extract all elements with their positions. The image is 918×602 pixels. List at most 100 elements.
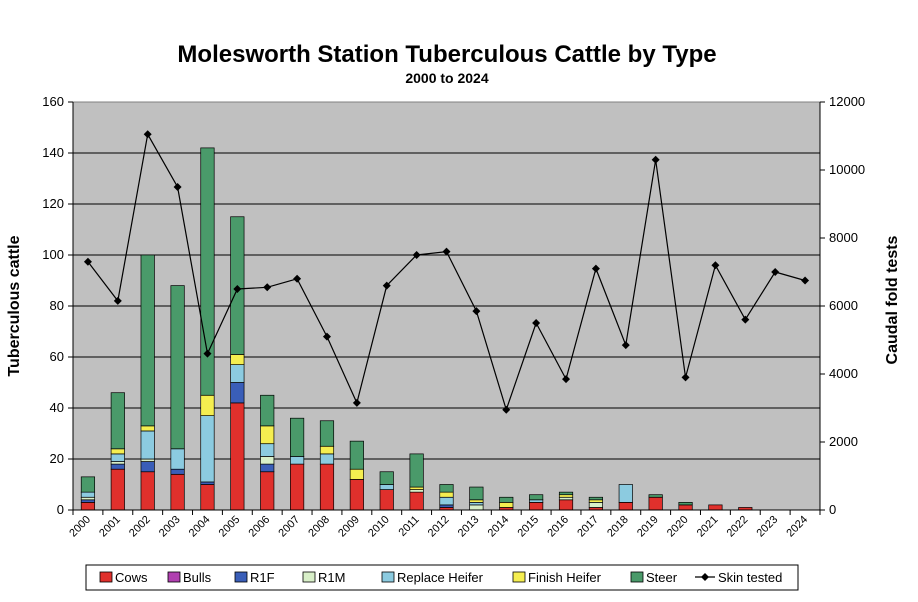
bar-segment — [558, 496, 574, 501]
x-tick-label: 2001 — [97, 514, 123, 540]
x-tick-label: 2004 — [187, 514, 213, 540]
skin-tested-marker — [113, 296, 122, 305]
skin-tested-marker — [801, 276, 810, 285]
right-tick-label: 12000 — [829, 94, 865, 109]
x-tick-label: 2013 — [456, 514, 482, 540]
legend-swatch — [381, 571, 395, 583]
bar-segment — [499, 496, 514, 503]
x-tick-label: 2021 — [695, 514, 721, 540]
chart-title: Molesworth Station Tuberculous Cattle by… — [177, 41, 716, 68]
bar-segment — [319, 420, 335, 447]
skin-tested-marker — [83, 257, 92, 266]
bar-segment — [200, 481, 215, 485]
skin-tested-marker — [412, 251, 421, 259]
left-tick-label: 100 — [42, 247, 64, 262]
skin-tested-marker — [651, 155, 660, 164]
skin-tested-marker — [322, 332, 331, 341]
bar-segment — [110, 468, 125, 511]
legend-swatch — [234, 571, 248, 583]
bar-segment — [110, 453, 125, 462]
bar-segment — [170, 468, 185, 475]
bar-segment — [648, 496, 663, 511]
left-tick-label: 140 — [42, 145, 64, 160]
skin-tested-marker — [771, 268, 780, 276]
bar-segment — [110, 463, 125, 470]
bar-segment — [618, 484, 633, 503]
skin-tested-marker — [741, 315, 750, 324]
skin-tested-marker — [173, 183, 182, 191]
bar-segment — [290, 456, 305, 465]
bar-segment — [469, 502, 484, 506]
bar-segment — [409, 453, 424, 488]
x-tick-label: 2024 — [784, 514, 810, 540]
bar-segment — [648, 494, 663, 498]
bar-segment — [319, 445, 335, 455]
skin-tested-marker — [293, 274, 302, 283]
right-tick-label: 8000 — [829, 230, 858, 245]
bar-segment — [349, 440, 364, 470]
x-tick-label: 2000 — [67, 514, 93, 540]
bar-segment — [499, 502, 514, 508]
skin-tested-marker — [352, 398, 361, 407]
left-axis: 0 20 40 60 80 100 120 140 160 — [42, 94, 74, 517]
left-tick-label: 20 — [50, 451, 64, 466]
skin-tested-marker — [382, 281, 391, 290]
x-tick-label: 2014 — [486, 514, 512, 540]
right-tick-label: 0 — [829, 502, 836, 517]
left-tick-label: 40 — [50, 400, 64, 415]
bar-segment — [80, 491, 96, 498]
bar-segment — [140, 254, 155, 427]
bar-segment — [140, 471, 155, 511]
legend-label: R1M — [318, 570, 345, 585]
x-tick-label: 2010 — [366, 514, 392, 540]
left-tick-label: 60 — [50, 349, 64, 364]
x-tick-label: 2016 — [545, 514, 571, 540]
bar-segment — [140, 425, 155, 432]
bar-segment — [170, 448, 185, 470]
bar-segment — [529, 499, 544, 503]
right-tick-label: 2000 — [829, 434, 858, 449]
x-tick-label: 2012 — [426, 514, 452, 540]
x-tick-label: 2020 — [665, 514, 691, 540]
bar-segment — [230, 402, 245, 511]
skin-tested-marker — [621, 341, 630, 350]
bar-segment — [558, 499, 574, 511]
legend-label: Steer — [646, 570, 678, 585]
bar-segment — [170, 285, 185, 450]
legend-box — [85, 564, 799, 591]
right-tick-label: 6000 — [829, 298, 858, 313]
bar-segment — [260, 456, 275, 465]
x-tick-label: 2006 — [247, 514, 273, 540]
skin-tested-marker — [233, 285, 242, 293]
left-tick-label: 0 — [57, 502, 64, 517]
bar-segment — [230, 382, 245, 404]
bar-segment — [200, 415, 215, 483]
bar-segment — [260, 425, 275, 445]
bar-segment — [140, 461, 155, 473]
bar-segment — [140, 430, 155, 460]
bar-segment — [558, 494, 574, 498]
bar-segment — [80, 496, 96, 501]
x-tick-label: 2009 — [336, 514, 362, 540]
legend-swatch — [630, 571, 644, 583]
bar-segment — [469, 486, 484, 501]
bar-segment — [708, 504, 723, 511]
x-tick-label: 2022 — [725, 514, 751, 540]
legend-label: Replace Heifer — [397, 570, 484, 585]
bar-segment — [110, 461, 125, 465]
x-tick-label: 2008 — [306, 514, 332, 540]
skin-tested-marker — [681, 373, 690, 382]
legend-swatch — [99, 571, 113, 583]
skin-tested-marker — [263, 283, 272, 292]
skin-tested-marker — [711, 261, 720, 270]
x-tick-label: 2011 — [397, 514, 422, 539]
bar-segment — [439, 496, 454, 506]
bar-segment — [260, 463, 275, 473]
x-tick-label: 2003 — [157, 514, 183, 540]
legend-swatch — [302, 571, 316, 583]
legend-swatch — [512, 571, 526, 583]
bar-segment — [379, 489, 394, 511]
skin-tested-marker — [203, 349, 212, 358]
skin-tested-marker — [562, 375, 571, 384]
bar-segment — [110, 448, 125, 455]
